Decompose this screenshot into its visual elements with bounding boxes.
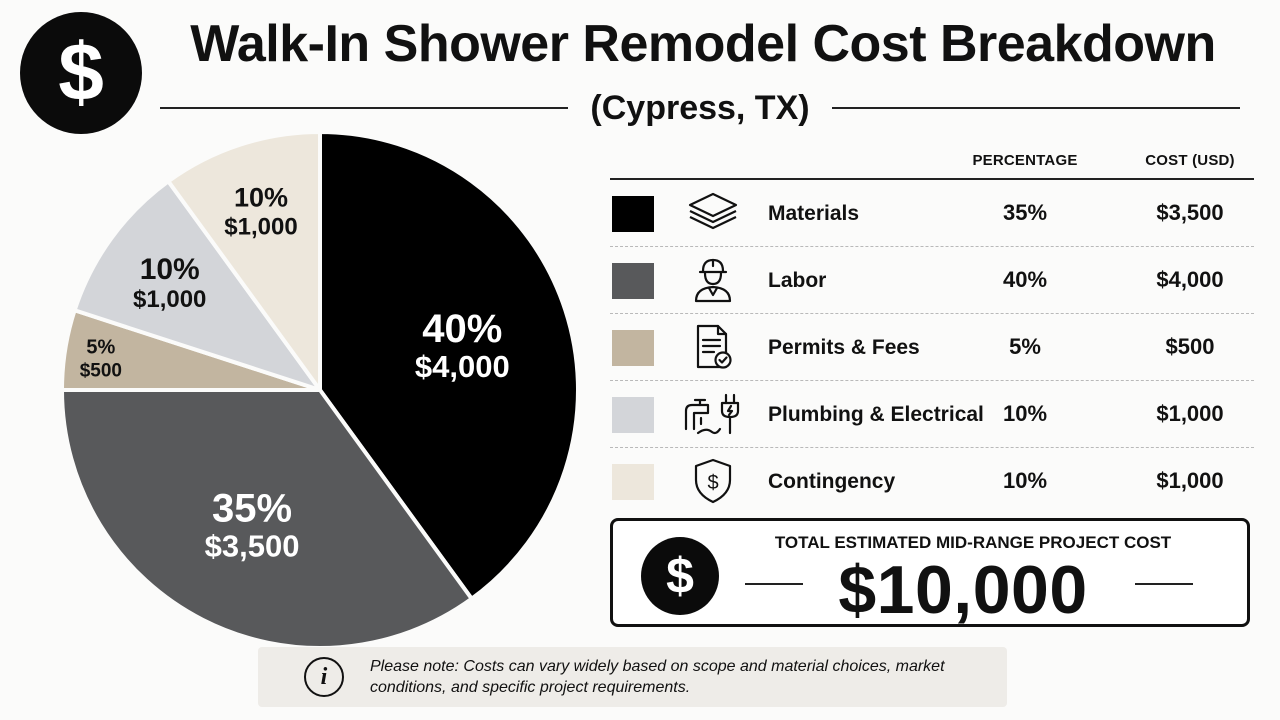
- row-label: Materials: [768, 202, 860, 225]
- pie-label-percent: 40%: [422, 307, 502, 351]
- col-percentage-header: PERCENTAGE: [972, 152, 1078, 169]
- pie-slice-materials: [60, 388, 474, 650]
- worker-hardhat-icon: [694, 258, 732, 303]
- row-percentage: 5%: [1009, 334, 1041, 359]
- subtitle-rule-right: [831, 107, 1240, 109]
- row-label: Labor: [768, 269, 827, 292]
- pie-slice-plumbing-electrical: [72, 179, 322, 392]
- table-row: Materials 35% $3,500: [610, 180, 1254, 247]
- legend-swatch: [612, 330, 654, 366]
- dollar-logo-icon: $: [20, 12, 142, 134]
- cost-table: Materials 35% $3,500 Labor 40% $4,000: [610, 180, 1254, 514]
- row-cost: $1,000: [1156, 468, 1224, 493]
- pie-slice-contingency: [166, 130, 322, 392]
- row-percentage: 10%: [1002, 401, 1048, 426]
- col-cost-header: COST (USD): [1145, 152, 1235, 169]
- row-percentage: 40%: [1002, 267, 1048, 292]
- total-dash-left: [745, 583, 803, 585]
- pie-label-percent: 10%: [140, 253, 200, 286]
- table-header-rule: [610, 178, 1254, 180]
- total-cost-box: $ TOTAL ESTIMATED MID-RANGE PROJECT COST…: [610, 518, 1250, 628]
- legend-swatch: [612, 196, 654, 232]
- pie-label-value: $500: [80, 360, 122, 381]
- pie-label-percent: 10%: [234, 182, 288, 212]
- total-dash-right: [1135, 583, 1193, 585]
- pie-label-percent: 5%: [86, 336, 115, 358]
- legend-swatch: [612, 397, 654, 433]
- dollar-circle-icon: $: [641, 537, 719, 615]
- pie-label-value: $3,500: [205, 528, 300, 563]
- shield-dollar-icon: $: [694, 458, 732, 504]
- row-label: Plumbing & Electrical: [768, 403, 984, 426]
- pie-label-value: $1,000: [224, 213, 297, 240]
- note-text: Please note: Costs can vary widely based…: [370, 658, 945, 696]
- row-label: Contingency: [768, 470, 896, 493]
- table-row: $ Contingency 10% $1,000: [610, 448, 1254, 514]
- page-title: Walk-In Shower Remodel Cost Breakdown: [190, 15, 1216, 73]
- subtitle-row: (Cypress, TX): [160, 84, 1240, 132]
- table-row: Plumbing & Electrical 10% $1,000: [610, 381, 1254, 448]
- subtitle-rule-left: [160, 107, 569, 109]
- faucet-plug-icon: [684, 393, 740, 435]
- page-subtitle: (Cypress, TX): [590, 88, 810, 127]
- layers-icon: [688, 192, 738, 230]
- pie-label-value: $1,000: [133, 286, 206, 313]
- pie-label-value: $4,000: [415, 349, 510, 384]
- row-cost: $1,000: [1156, 401, 1224, 426]
- document-check-icon: [696, 324, 732, 369]
- row-label: Permits & Fees: [768, 336, 920, 359]
- pie-label-percent: 35%: [212, 486, 292, 530]
- info-icon: i: [304, 657, 344, 697]
- table-row: Permits & Fees 5% $500: [610, 314, 1254, 381]
- cost-pie-chart: 40%$4,00035%$3,5005%$50010%$1,00010%$1,0…: [60, 130, 580, 650]
- row-percentage: 35%: [1002, 200, 1048, 225]
- row-cost: $3,500: [1156, 200, 1224, 225]
- table-header: PERCENTAGE COST (USD): [610, 152, 1254, 178]
- row-cost: $500: [1165, 334, 1215, 359]
- svg-text:$: $: [707, 472, 718, 494]
- row-cost: $4,000: [1156, 267, 1224, 292]
- pie-slice-labor: [318, 130, 580, 601]
- row-percentage: 10%: [1002, 468, 1048, 493]
- total-label: TOTAL ESTIMATED MID-RANGE PROJECT COST: [774, 533, 1172, 552]
- legend-swatch: [612, 464, 654, 500]
- disclaimer-note: i Please note: Costs can vary widely bas…: [258, 647, 1007, 707]
- legend-swatch: [612, 263, 654, 299]
- table-row: Labor 40% $4,000: [610, 247, 1254, 314]
- total-value: $10,000: [838, 552, 1088, 628]
